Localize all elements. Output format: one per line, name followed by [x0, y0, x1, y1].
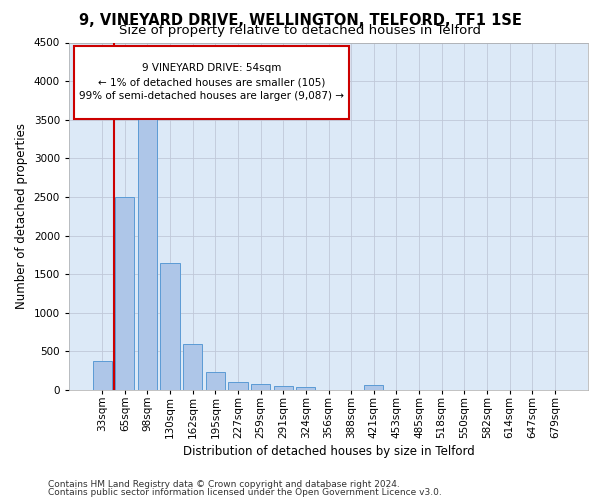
Bar [274, 386, 293, 390]
Text: Size of property relative to detached houses in Telford: Size of property relative to detached ho… [119, 24, 481, 37]
Bar [138, 100, 157, 390]
Bar [160, 262, 180, 390]
Bar [364, 385, 383, 390]
Text: Contains public sector information licensed under the Open Government Licence v3: Contains public sector information licen… [48, 488, 442, 497]
Bar [183, 344, 202, 390]
Bar [206, 372, 225, 390]
Text: Contains HM Land Registry data © Crown copyright and database right 2024.: Contains HM Land Registry data © Crown c… [48, 480, 400, 489]
Y-axis label: Number of detached properties: Number of detached properties [15, 123, 28, 309]
Text: 9 VINEYARD DRIVE: 54sqm
← 1% of detached houses are smaller (105)
99% of semi-de: 9 VINEYARD DRIVE: 54sqm ← 1% of detached… [79, 64, 344, 102]
FancyBboxPatch shape [74, 46, 349, 119]
Bar [229, 382, 248, 390]
Bar [115, 197, 134, 390]
Bar [92, 361, 112, 390]
Text: 9, VINEYARD DRIVE, WELLINGTON, TELFORD, TF1 1SE: 9, VINEYARD DRIVE, WELLINGTON, TELFORD, … [79, 13, 521, 28]
Bar [296, 387, 316, 390]
X-axis label: Distribution of detached houses by size in Telford: Distribution of detached houses by size … [182, 444, 475, 458]
Bar [251, 384, 270, 390]
